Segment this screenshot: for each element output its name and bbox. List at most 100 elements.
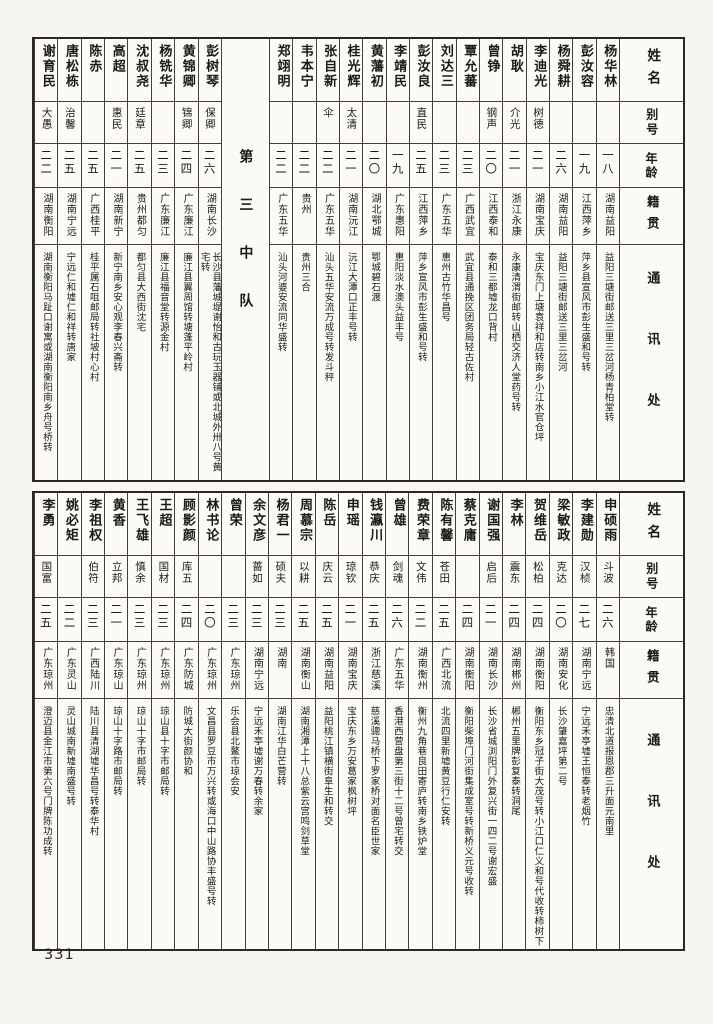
age-cell: 二三: [456, 144, 479, 188]
native-cell-text: 广东琼州: [40, 647, 52, 691]
address-cell: 惠阳淡水澳头益丰号: [387, 245, 409, 480]
name-cell-text: 彭树琴: [203, 44, 219, 89]
person-column: 李迪光 树德 二一 湖南宝庆 宝庆东门上塘袁祥和店转南乡小江水官仓坪: [525, 39, 549, 480]
age-cell: 二五: [81, 144, 105, 188]
address-cell: 益阳三塘街邮送三里三岔河: [550, 245, 572, 480]
address-cell-text: 宁远禾亭墟谢万春转余家: [251, 706, 263, 816]
unit-column: 第三中队: [220, 39, 269, 480]
native-cell-text: 江西萍乡: [415, 193, 427, 237]
age-cell-text: 一九: [390, 149, 405, 176]
name-cell-text: 高超: [109, 44, 125, 74]
age-cell-text: 二三: [132, 603, 147, 630]
native-cell-text: 湖南: [274, 647, 286, 669]
address-cell: 廉江县福音堂转源金村: [152, 245, 174, 480]
alias-cell: 硕夫: [268, 556, 292, 598]
alias-cell: 苍田: [432, 556, 456, 598]
age-cell: 二一: [339, 598, 362, 642]
age-cell-text: 二四: [179, 149, 194, 176]
address-cell: 惠州古竹华昌号: [433, 245, 455, 480]
person-column: 胡耿 介光 二一 浙江永康 永康清渭街邮转山栖交济人堂药号转: [502, 39, 526, 480]
address-cell: 湖南衡阳马趾口谢寓或湖南衡阳南乡舟号桥转: [35, 245, 57, 480]
address-cell-text: 长沙省城浏阳门外复兴街一四二号谢宏盛: [485, 706, 497, 886]
address-cell-text: 宝庆东乡万安葛家枫树坪: [345, 706, 357, 816]
address-cell-text: 泰和三都墟龙口背村: [485, 252, 497, 342]
alias-cell-text: 惠民: [110, 107, 123, 130]
header-alias: 别号: [620, 556, 683, 598]
address-cell-text: 永康清渭街邮转山栖交济人堂药号转: [509, 252, 521, 412]
native-cell-text: 广西陆川: [87, 647, 99, 691]
name-cell-text: 曾荣: [226, 498, 242, 528]
name-cell: 王超: [151, 493, 175, 556]
address-cell: 慈溪骢马桥下罗家桥对面名臣世家: [363, 699, 385, 949]
address-cell-text: 湖南江华白芒营转: [274, 706, 286, 786]
native-cell-text: 广东五华: [391, 647, 403, 691]
name-cell: 谢育民: [35, 39, 58, 102]
age-cell: 二二: [269, 144, 293, 188]
header-age-text: 年龄: [644, 605, 658, 634]
native-cell-text: 贵州: [299, 193, 311, 215]
name-cell-text: 谢国强: [484, 498, 500, 543]
name-cell: 谢国强: [479, 493, 502, 556]
header-name-text: 姓名: [644, 501, 661, 547]
address-cell-text: 武宜县通挽区团务局轻古佐村: [462, 252, 474, 382]
alias-cell: 太清: [339, 102, 363, 144]
name-cell-text: 周慕宗: [296, 498, 312, 543]
age-cell-text: 二四: [530, 603, 545, 630]
native-cell: 广东惠阳: [386, 188, 409, 245]
alias-cell-text: 树德: [532, 107, 545, 130]
native-cell-text: 浙江慈溪: [368, 647, 380, 691]
age-cell: 一九: [573, 144, 596, 188]
address-cell-text: 新宁南乡安心观李春兴斋转: [111, 252, 123, 372]
name-cell: 李林: [502, 493, 526, 556]
age-cell: 二二: [316, 144, 339, 188]
native-cell: 江西泰和: [479, 188, 503, 245]
native-cell: 广东琼州: [128, 642, 151, 699]
address-cell: 贵州三合: [293, 245, 315, 480]
native-cell-text: 广东廉江: [157, 193, 169, 237]
address-cell: 汕头河婆安流同华盛转: [270, 245, 292, 480]
alias-cell: [269, 102, 293, 144]
name-cell: 沈叔尧: [128, 39, 151, 102]
alias-cell: 克达: [549, 556, 573, 598]
name-cell-text: 陈岳: [320, 498, 336, 528]
address-cell: 琼山县十字市邮局转: [152, 699, 174, 949]
name-cell: 王飞雄: [128, 493, 151, 556]
address-cell-text: 都匀县大西街沈宅: [134, 252, 146, 332]
address-cell: 澄迈县金江市第六号门牌陈功成转: [35, 699, 57, 949]
native-cell: 广西陆川: [81, 642, 105, 699]
address-cell: 衡阳柴埠门河街集成室号转新桥义元号收转: [456, 699, 478, 949]
name-cell: 贺维岳: [526, 493, 549, 556]
roster-table-bottom: 姓名 别号 年龄 籍贯 通讯处 申硕雨 斗波 二六 韩国 忠清北道报恩郡三升面元南里 李建…: [32, 491, 685, 951]
alias-cell: 启后: [479, 556, 502, 598]
address-cell: 沅江大潭口正丰号转: [340, 245, 362, 480]
alias-cell: [222, 556, 245, 598]
name-cell: 蔡克庸: [456, 493, 479, 556]
age-cell: 二三: [151, 598, 175, 642]
address-cell: 郴州五里牌彭复泰转洞尾: [503, 699, 525, 949]
native-cell: 湖南新宁: [105, 188, 128, 245]
person-column: 梁敏政 克达 二〇 湖南安化 长沙肇嘉坪第二号: [548, 493, 573, 949]
person-column: 唐松栋 治馨 二五 湖南宁远 宁远仁和墟仁和祥转唐家: [57, 39, 81, 480]
native-cell: 湖南衡阳: [456, 642, 479, 699]
address-cell: 衡州九角巷良田寄庐转南乡铁炉堂: [409, 699, 431, 949]
native-cell-text: 广东防城: [181, 647, 193, 691]
header-name-text: 姓名: [644, 47, 661, 93]
age-cell: 二一: [479, 598, 502, 642]
age-cell-text: 二二: [320, 149, 335, 176]
alias-cell: 庆云: [315, 556, 339, 598]
age-cell-text: 二三: [155, 149, 170, 176]
age-cell-text: 二七: [577, 603, 592, 630]
age-cell: 二六: [549, 144, 573, 188]
address-cell-text: 湖南湘潭上十八总紫云宫鸣剑草堂: [298, 706, 310, 856]
name-cell-text: 李林: [507, 498, 523, 528]
age-cell-text: 二六: [202, 149, 217, 176]
address-cell: 益阳桃江镇横街阜生和转交: [316, 699, 338, 949]
age-cell-text: 二一: [109, 603, 124, 630]
name-cell-text: 余文彦: [250, 498, 266, 543]
alias-cell: [549, 102, 573, 144]
age-cell-text: 二三: [273, 603, 288, 630]
native-cell: 江西萍乡: [573, 188, 596, 245]
age-cell-text: 二五: [62, 149, 77, 176]
address-cell: 乐会县北鳌市琼会安: [222, 699, 244, 949]
age-cell-text: 二四: [179, 603, 194, 630]
